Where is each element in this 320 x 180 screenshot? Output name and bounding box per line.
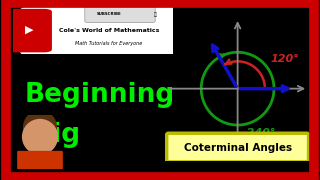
Text: y: y bbox=[239, 10, 245, 20]
FancyBboxPatch shape bbox=[85, 7, 155, 23]
FancyBboxPatch shape bbox=[21, 7, 181, 55]
Text: 120°: 120° bbox=[270, 54, 299, 64]
FancyBboxPatch shape bbox=[17, 151, 63, 170]
Circle shape bbox=[24, 111, 56, 143]
FancyBboxPatch shape bbox=[167, 133, 308, 162]
Text: x: x bbox=[307, 77, 312, 87]
FancyBboxPatch shape bbox=[6, 10, 51, 52]
Text: ▶: ▶ bbox=[25, 25, 33, 35]
Circle shape bbox=[23, 120, 57, 154]
Text: SUBSCRIBE: SUBSCRIBE bbox=[97, 12, 121, 16]
Text: 🔔: 🔔 bbox=[154, 12, 156, 17]
Text: Trig: Trig bbox=[25, 122, 81, 148]
Text: Beginning: Beginning bbox=[25, 82, 175, 108]
Text: -240°: -240° bbox=[243, 128, 276, 138]
Text: Coterminal Angles: Coterminal Angles bbox=[184, 143, 292, 153]
Text: Math Tutorials for Everyone: Math Tutorials for Everyone bbox=[75, 41, 142, 46]
Text: Cole's World of Mathematics: Cole's World of Mathematics bbox=[59, 28, 159, 33]
